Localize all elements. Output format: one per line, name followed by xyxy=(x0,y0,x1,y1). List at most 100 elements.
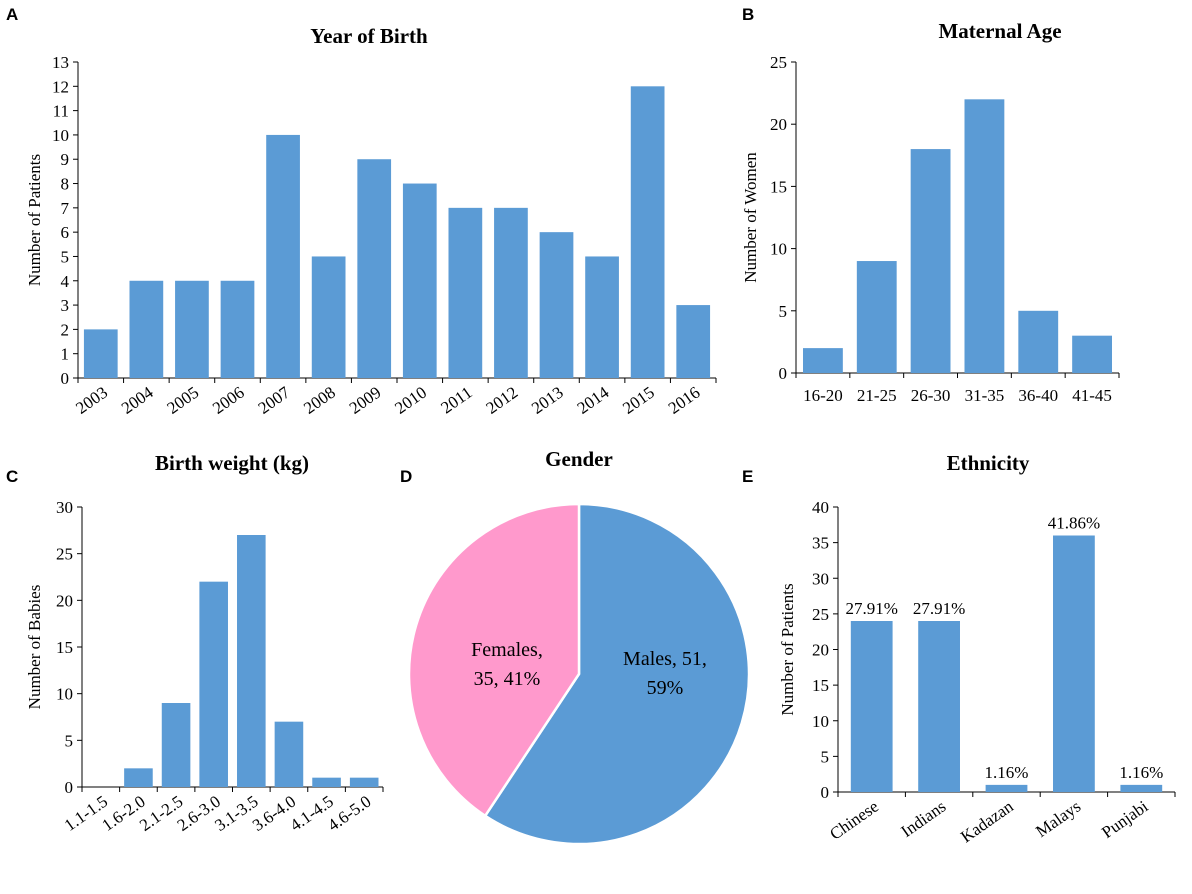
y-tick-label: 25 xyxy=(770,53,787,72)
x-tick-label: Kadazan xyxy=(957,796,1017,846)
bar-punjabi xyxy=(1120,784,1163,792)
y-tick-label: 10 xyxy=(52,126,69,145)
y-tick-label: 11 xyxy=(53,102,69,121)
y-axis-label: Number of Women xyxy=(741,152,760,283)
y-tick-label: 15 xyxy=(812,676,829,695)
panel-letter-c: C xyxy=(6,467,18,486)
y-tick-label: 20 xyxy=(770,115,787,134)
bar-2005 xyxy=(175,280,209,378)
y-axis-label: Number of Patients xyxy=(25,154,44,286)
y-tick-label: 15 xyxy=(770,177,787,196)
x-tick-label: 2014 xyxy=(574,382,613,417)
bar-2006 xyxy=(220,280,255,378)
bar-malays xyxy=(1053,535,1095,792)
y-tick-label: 8 xyxy=(61,175,70,194)
x-tick-label: Chinese xyxy=(826,797,882,844)
data-label: 27.91% xyxy=(913,599,965,618)
x-tick-label: 21-25 xyxy=(857,386,897,405)
y-tick-label: 5 xyxy=(821,747,830,766)
y-tick-label: 10 xyxy=(56,685,73,704)
data-label: 41.86% xyxy=(1048,514,1100,533)
x-tick-label: 2008 xyxy=(300,383,339,418)
y-tick-label: 10 xyxy=(770,240,787,259)
bar-chinese xyxy=(850,621,893,792)
x-tick-label: 2009 xyxy=(346,383,385,418)
pie-label-males-line1: Males, 51, xyxy=(623,648,707,670)
pie-label-males-line2: 59% xyxy=(647,677,684,699)
panel-letter-b: B xyxy=(742,5,754,24)
y-tick-label: 9 xyxy=(61,150,70,169)
x-tick-label: 2006 xyxy=(209,383,248,418)
x-tick-label: 2011 xyxy=(437,383,475,418)
bar-2008 xyxy=(311,256,346,378)
y-tick-label: 2 xyxy=(61,320,70,339)
bar-2007 xyxy=(266,134,300,378)
x-tick-label: 36-40 xyxy=(1018,386,1058,405)
x-tick-label: 26-30 xyxy=(911,386,951,405)
bar-kadazan xyxy=(985,784,1028,792)
y-tick-label: 12 xyxy=(52,77,69,96)
y-tick-label: 35 xyxy=(812,534,829,553)
x-tick-label: Punjabi xyxy=(1098,797,1152,843)
chart-maternal-age: Maternal Age Number of Women 0 5 10 15 20 25 16-… xyxy=(741,19,1120,405)
y-tick-label: 20 xyxy=(56,591,73,610)
bar-1-6-2-0 xyxy=(124,768,153,787)
x-tick-label: 41-45 xyxy=(1072,386,1112,405)
y-tick-label: 15 xyxy=(56,638,73,657)
x-tick-label: 2005 xyxy=(163,383,202,418)
chart-title: Ethnicity xyxy=(947,451,1030,475)
data-label: 1.16% xyxy=(985,763,1029,782)
x-tick-label: 2007 xyxy=(255,382,294,417)
bar-36-40 xyxy=(1018,310,1059,373)
bar-41-45 xyxy=(1072,335,1113,373)
y-tick-label: 4 xyxy=(61,272,70,291)
x-tick-label: 2016 xyxy=(665,383,704,418)
x-tick-label: 2012 xyxy=(482,383,521,418)
y-tick-label: 30 xyxy=(56,498,73,517)
bar-3-6-4-0 xyxy=(274,721,304,787)
pie-label-females-line2: 35, 41% xyxy=(474,668,541,690)
y-tick-label: 13 xyxy=(52,53,69,72)
x-tick-label: 2010 xyxy=(391,383,430,418)
x-tick-label: Indians xyxy=(898,797,950,841)
y-tick-label: 30 xyxy=(812,569,829,588)
bar-2014 xyxy=(585,256,619,378)
panel-letter-d: D xyxy=(400,467,412,486)
chart-title: Year of Birth xyxy=(310,24,428,48)
bar-26-30 xyxy=(910,149,951,373)
y-tick-label: 0 xyxy=(821,783,830,802)
chart-ethnicity: Ethnicity Number of Patients 0 5 10 15 20 25 30 3… xyxy=(778,451,1176,846)
x-tick-label: 2015 xyxy=(619,383,658,418)
bar-indians xyxy=(918,621,960,792)
x-tick-label: 31-35 xyxy=(965,386,1005,405)
bar-2013 xyxy=(539,232,574,378)
y-tick-label: 6 xyxy=(61,223,70,242)
bar-2012 xyxy=(494,207,528,378)
bar-2-1-2-5 xyxy=(161,703,191,787)
bar-2009 xyxy=(357,159,392,378)
chart-title: Gender xyxy=(545,447,613,471)
y-axis-label: Number of Babies xyxy=(25,585,44,710)
x-tick-label: 4.6-5.0 xyxy=(324,792,374,835)
x-tick-label: 2013 xyxy=(528,383,567,418)
y-tick-label: 40 xyxy=(812,498,829,517)
data-label: 1.16% xyxy=(1119,763,1163,782)
bar-4-1-4-5 xyxy=(312,777,341,787)
bar-2016 xyxy=(676,305,711,378)
y-tick-label: 25 xyxy=(812,605,829,624)
y-tick-label: 0 xyxy=(61,369,70,388)
y-tick-label: 1 xyxy=(61,345,70,364)
bar-2011 xyxy=(448,207,483,378)
pie-slice-males xyxy=(483,502,751,846)
bar-3-1-3-5 xyxy=(237,535,266,787)
y-tick-label: 25 xyxy=(56,545,73,564)
chart-title: Birth weight (kg) xyxy=(155,451,309,475)
bar-2010 xyxy=(402,183,437,378)
bar-4-6-5-0 xyxy=(349,777,379,787)
chart-birth-weight: Birth weight (kg) Number of Babies 0 5 10 15 2… xyxy=(25,451,384,835)
y-tick-label: 10 xyxy=(812,712,829,731)
x-tick-label: Malays xyxy=(1032,797,1084,841)
y-axis-label: Number of Patients xyxy=(778,583,797,715)
bar-2015 xyxy=(630,86,665,379)
